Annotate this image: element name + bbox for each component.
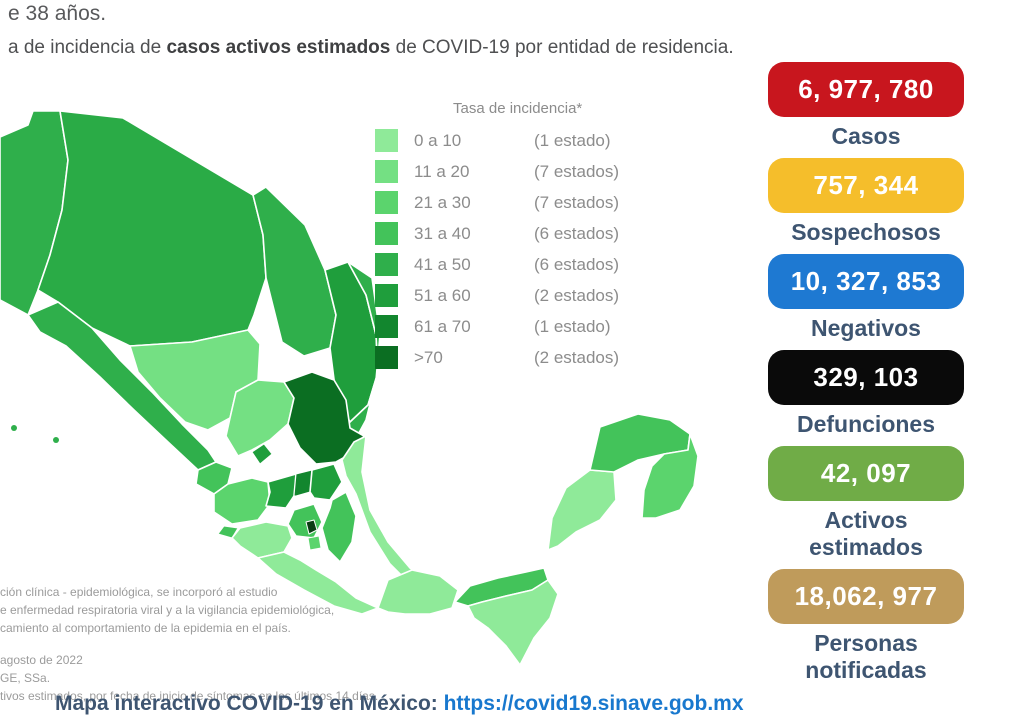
title-line-2-prefix: a de incidencia de xyxy=(8,37,167,58)
stat-value: 6, 977, 780 xyxy=(798,74,934,104)
state-queretaro xyxy=(293,469,313,497)
state-aguascalientes xyxy=(251,443,273,465)
map-legend: Tasa de incidencia* 0 a 10 (1 estado) 11 … xyxy=(375,100,633,377)
legend-color-swatch xyxy=(375,129,398,152)
footnote-line: ción clínica - epidemiológica, se incorp… xyxy=(0,585,278,599)
mexico-map-area: Tasa de incidencia* 0 a 10 (1 estado) 11 … xyxy=(0,80,760,703)
legend-color-swatch xyxy=(375,191,398,214)
state-morelos xyxy=(307,535,322,551)
legend-row: 0 a 10 (1 estado) xyxy=(375,129,633,152)
legend-range-label: >70 xyxy=(414,347,443,367)
state-hidalgo xyxy=(309,463,343,501)
state-quintana-roo xyxy=(641,433,699,519)
legend-state-count: (6 estados) xyxy=(534,223,620,243)
legend-row: 31 a 40 (6 estados) xyxy=(375,222,633,245)
footer: Mapa interactivo COVID-19 en México: htt… xyxy=(55,692,744,716)
legend-color-swatch xyxy=(375,222,398,245)
sinave-link[interactable]: https://covid19.sinave.gob.mx xyxy=(443,692,744,715)
legend-color-swatch xyxy=(375,253,398,276)
legend-row: 51 a 60 (2 estados) xyxy=(375,284,633,307)
stat-value: 329, 103 xyxy=(813,362,919,392)
stat-label-casos: Casos xyxy=(831,123,901,149)
legend-state-count: (1 estado) xyxy=(534,130,611,150)
state-guanajuato xyxy=(265,473,297,509)
legend-range-label: 0 a 10 xyxy=(414,130,462,150)
legend-state-count: (6 estados) xyxy=(534,254,620,274)
legend-title: Tasa de incidencia* xyxy=(453,100,583,117)
footer-text: Mapa interactivo COVID-19 en México: xyxy=(55,692,444,715)
legend-color-swatch xyxy=(375,346,398,369)
stat-label-personas-notificadas: Personas notificadas xyxy=(805,630,927,683)
mexico-choropleth-map xyxy=(0,110,699,666)
island-dot xyxy=(53,437,59,443)
legend-row: >70 (2 estados) xyxy=(375,346,633,369)
state-oaxaca xyxy=(377,569,459,615)
legend-state-count: (2 estados) xyxy=(534,285,620,305)
legend-range-label: 61 a 70 xyxy=(414,316,471,336)
stat-label-defunciones: Defunciones xyxy=(796,411,936,437)
legend-range-label: 51 a 60 xyxy=(414,285,471,305)
stat-label-activos-estimados: Activos estimados xyxy=(809,507,923,560)
stat-value: 757, 344 xyxy=(813,170,919,200)
stat-pill-personas-notificadas: 18,062, 977 xyxy=(768,569,964,624)
state-guerrero xyxy=(257,551,379,615)
stat-pill-casos: 6, 977, 780 xyxy=(768,62,964,117)
state-campeche xyxy=(547,469,617,551)
footnote-line: e enfermedad respiratoria viral y a la v… xyxy=(0,603,335,617)
legend-color-swatch xyxy=(375,284,398,307)
state-chihuahua xyxy=(37,110,267,347)
stat-label-negativos: Negativos xyxy=(811,315,921,341)
map-footnotes: ción clínica - epidemiológica, se incorp… xyxy=(0,583,378,705)
footnote-line: camiento al comportamiento de la epidemi… xyxy=(0,621,291,635)
title-line-2: a de incidencia de casos activos estimad… xyxy=(8,37,734,59)
title-line-1: e 38 años. xyxy=(8,2,107,25)
footnote-line: tivos estimados, por fecha de inicio de … xyxy=(0,689,379,703)
stat-value: 42, 097 xyxy=(820,458,912,488)
legend-color-swatch xyxy=(375,160,398,183)
state-puebla xyxy=(321,491,357,563)
stat-pill-activos-estimados: 42, 097 xyxy=(768,446,964,501)
state-zacatecas xyxy=(225,379,295,457)
stat-value: 10, 327, 853 xyxy=(790,266,942,296)
legend-row: 11 a 20 (7 estados) xyxy=(375,160,633,183)
footnote-line: agosto de 2022 xyxy=(0,653,83,667)
stats-column: 6, 977, 780 Casos 757, 344 Sospechosos 1… xyxy=(768,62,964,692)
legend-range-label: 21 a 30 xyxy=(414,192,471,212)
legend-range-label: 41 a 50 xyxy=(414,254,471,274)
legend-range-label: 11 a 20 xyxy=(414,161,470,181)
stat-pill-negativos: 10, 327, 853 xyxy=(768,254,964,309)
legend-row: 41 a 50 (6 estados) xyxy=(375,253,633,276)
legend-state-count: (2 estados) xyxy=(534,347,620,367)
state-mexico xyxy=(287,503,323,539)
legend-state-count: (7 estados) xyxy=(534,161,620,181)
legend-color-swatch xyxy=(375,315,398,338)
legend-state-count: (1 estado) xyxy=(534,316,611,336)
legend-state-count: (7 estados) xyxy=(534,192,620,212)
legend-row: 21 a 30 (7 estados) xyxy=(375,191,633,214)
stat-label-sospechosos: Sospechosos xyxy=(791,219,941,245)
title-line-2-suffix: de COVID-19 por entidad de residencia. xyxy=(390,37,734,58)
footnote-line: GE, SSa. xyxy=(0,671,51,685)
state-chiapas xyxy=(467,579,559,666)
legend-range-label: 31 a 40 xyxy=(414,223,471,243)
stat-pill-defunciones: 329, 103 xyxy=(768,350,964,405)
title-line-2-bold: casos activos estimados xyxy=(166,37,391,58)
legend-row: 61 a 70 (1 estado) xyxy=(375,315,633,338)
state-cdmx xyxy=(305,519,318,535)
stat-value: 18,062, 977 xyxy=(794,581,938,611)
island-dot xyxy=(11,425,17,431)
stat-pill-sospechosos: 757, 344 xyxy=(768,158,964,213)
state-coahuila xyxy=(252,186,337,357)
